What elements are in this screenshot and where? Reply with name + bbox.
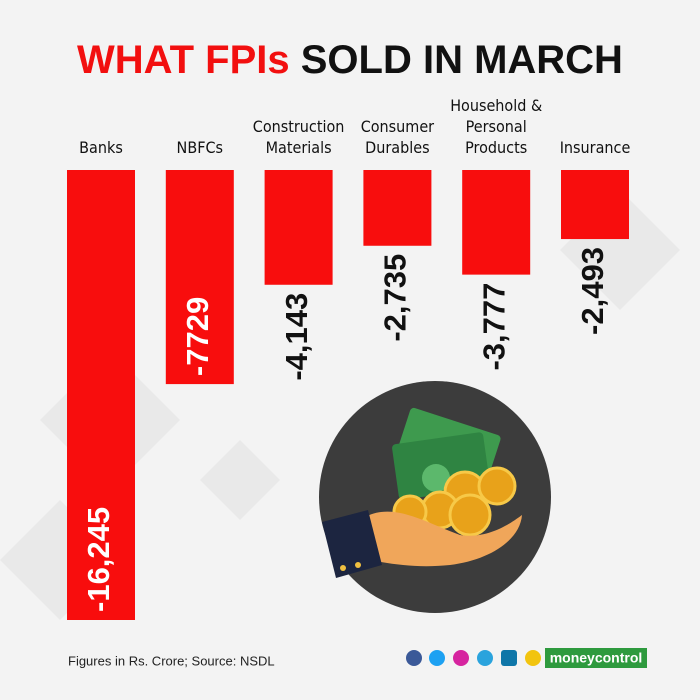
category-label: Insurance: [559, 138, 631, 157]
title-rest: SOLD IN MARCH: [301, 38, 623, 82]
brand-badge: [545, 648, 647, 668]
illustration: [319, 381, 551, 613]
category-box: Consumer Durables: [343, 90, 451, 158]
category-label: Consumer Durables: [360, 117, 435, 157]
bar: [165, 170, 234, 385]
category-label: Banks: [79, 138, 123, 157]
category-label: NBFCs: [176, 138, 224, 157]
category-label: Construction Materials: [252, 117, 345, 157]
bar: [67, 170, 135, 620]
category-box: Construction Materials: [245, 90, 353, 158]
value-label: -2,493: [575, 247, 610, 335]
brand: moneycontrol: [550, 650, 643, 666]
bar: [363, 170, 432, 246]
bar: [561, 170, 629, 240]
category-box: Household & Personal Products: [442, 90, 550, 158]
category-label: Household & Personal Products: [450, 96, 543, 157]
title-highlight: WHAT FPIs: [77, 38, 290, 82]
category-box: Insurance: [541, 90, 649, 158]
social-icons: [406, 650, 541, 666]
value-label: -2,735: [378, 254, 413, 342]
category-box: NBFCs: [146, 90, 254, 158]
value-label: -3,777: [476, 283, 511, 371]
bar: [264, 170, 333, 285]
value-label: -4,143: [279, 293, 314, 381]
category-box: Banks: [47, 90, 155, 158]
value-label: -16,245: [81, 507, 116, 612]
value-label: -7729: [180, 297, 215, 376]
bar: [462, 170, 531, 275]
source-note: Figures in Rs. Crore; Source: NSDL: [68, 653, 275, 668]
chart-title: WHAT FPIs SOLD IN MARCH: [77, 38, 623, 82]
